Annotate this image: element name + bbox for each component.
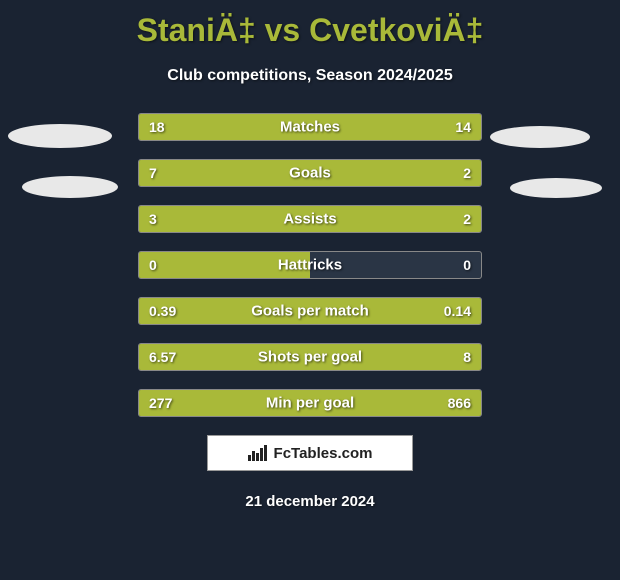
logo-text: FcTables.com: [274, 445, 373, 462]
stat-value-left: 3: [149, 211, 157, 227]
decorative-ellipse: [490, 126, 590, 148]
source-logo: FcTables.com: [207, 435, 413, 471]
stat-value-right: 2: [463, 165, 471, 181]
decorative-ellipse: [8, 124, 112, 148]
stat-value-right: 0.14: [444, 303, 471, 319]
stat-row: 277 866 Min per goal: [138, 389, 482, 417]
stat-value-left: 0: [149, 257, 157, 273]
stat-row: 7 2 Goals: [138, 159, 482, 187]
stat-value-left: 277: [149, 395, 172, 411]
stat-label: Assists: [283, 211, 336, 228]
decorative-ellipse: [510, 178, 602, 198]
stat-row: 0.39 0.14 Goals per match: [138, 297, 482, 325]
bars-icon: [248, 445, 268, 461]
stat-value-left: 6.57: [149, 349, 176, 365]
stats-container: 18 14 Matches 7 2 Goals 3 2 Assists 0 0 Hattricks 0.…: [138, 113, 482, 417]
stat-value-left: 0.39: [149, 303, 176, 319]
stat-row: 18 14 Matches: [138, 113, 482, 141]
stat-value-left: 7: [149, 165, 157, 181]
stat-row: 6.57 8 Shots per goal: [138, 343, 482, 371]
stat-label: Goals: [289, 165, 331, 182]
stat-value-left: 18: [149, 119, 165, 135]
stat-value-right: 2: [463, 211, 471, 227]
stat-row: 0 0 Hattricks: [138, 251, 482, 279]
stat-label: Min per goal: [266, 395, 354, 412]
stat-value-right: 14: [455, 119, 471, 135]
stat-row: 3 2 Assists: [138, 205, 482, 233]
stat-value-right: 866: [448, 395, 471, 411]
stat-label: Hattricks: [278, 257, 342, 274]
stat-label: Shots per goal: [258, 349, 362, 366]
stat-label: Matches: [280, 119, 340, 136]
stat-value-right: 8: [463, 349, 471, 365]
page-title: StaniÄ‡ vs CvetkoviÄ‡: [0, 0, 620, 49]
date-label: 21 december 2024: [0, 493, 620, 510]
stat-fill-left: [139, 160, 406, 186]
stat-label: Goals per match: [251, 303, 369, 320]
decorative-ellipse: [22, 176, 118, 198]
subtitle: Club competitions, Season 2024/2025: [0, 67, 620, 85]
stat-fill-right: [344, 206, 481, 232]
stat-value-right: 0: [463, 257, 471, 273]
